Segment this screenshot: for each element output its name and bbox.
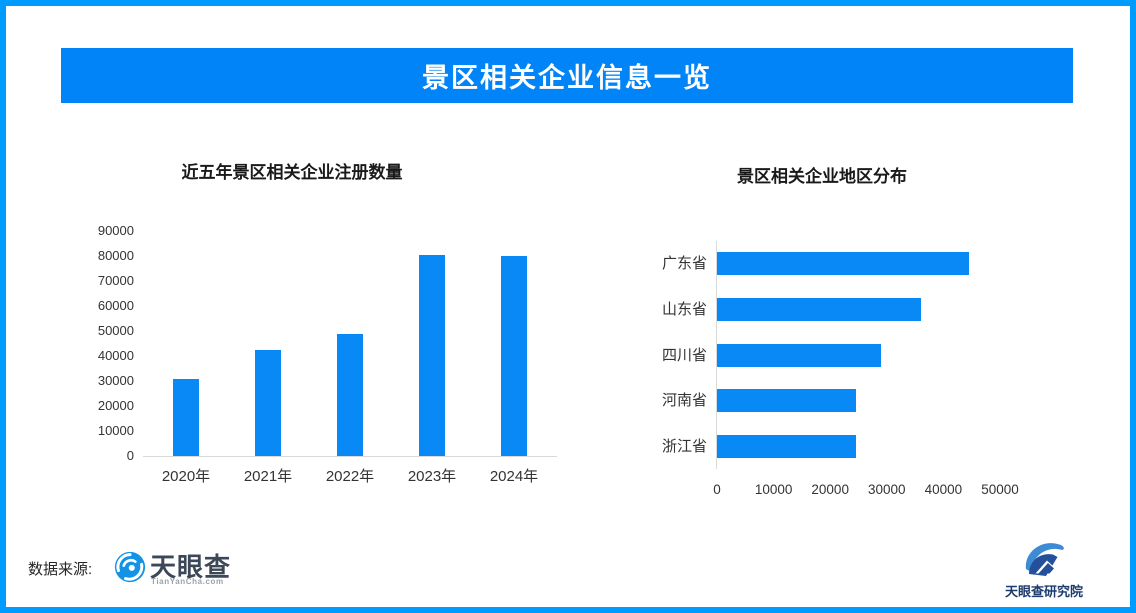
page-title: 景区相关企业信息一览 <box>422 63 712 93</box>
y-axis-line <box>716 241 717 469</box>
region-chart-title: 景区相关企业地区分布 <box>737 167 907 186</box>
y-category-label: 广东省 <box>661 255 707 273</box>
bar <box>717 297 921 321</box>
y-tick-label: 10000 <box>97 423 134 438</box>
y-tick-label: 50000 <box>97 323 134 338</box>
bar <box>717 252 969 276</box>
x-category-label: 2023年 <box>407 468 457 485</box>
x-tick-label: 10000 <box>754 482 793 497</box>
registration-chart-title: 近五年景区相关企业注册数量 <box>181 163 403 182</box>
bar <box>337 333 363 456</box>
tianyancha-logo-icon <box>114 551 146 583</box>
x-axis-line <box>143 456 557 457</box>
y-tick-label: 40000 <box>97 348 134 363</box>
y-category-label: 河南省 <box>661 392 707 410</box>
x-category-label: 2024年 <box>489 468 539 485</box>
y-tick-label: 90000 <box>97 223 134 238</box>
bar <box>717 389 856 413</box>
y-category-label: 山东省 <box>661 300 707 318</box>
bar <box>255 349 281 456</box>
y-category-label: 浙江省 <box>661 437 707 455</box>
tianyancha-brand-text: 天眼查 <box>150 552 232 582</box>
tianyancha-brand-url: TianYanCha.com <box>151 577 224 586</box>
x-category-label: 2021年 <box>243 468 293 485</box>
y-category-label: 四川省 <box>661 346 707 364</box>
y-tick-label: 80000 <box>97 248 134 263</box>
bar <box>173 378 199 456</box>
data-source-label: 数据来源: <box>28 561 93 578</box>
bar <box>717 434 856 458</box>
y-tick-label: 60000 <box>97 298 134 313</box>
x-tick-label: 0 <box>713 482 721 497</box>
x-tick-label: 30000 <box>868 482 906 497</box>
bar <box>717 343 882 367</box>
x-tick-label: 40000 <box>924 482 963 497</box>
x-tick-label: 50000 <box>981 482 1019 497</box>
y-tick-label: 0 <box>126 448 134 463</box>
research-institute-label: 天眼查研究院 <box>1004 584 1083 599</box>
bar <box>419 254 445 456</box>
y-tick-label: 30000 <box>97 373 134 388</box>
y-tick-label: 70000 <box>97 273 134 288</box>
title-banner: 景区相关企业信息一览 <box>61 48 1073 103</box>
y-tick-label: 20000 <box>97 398 134 413</box>
bar <box>501 256 527 456</box>
x-category-label: 2020年 <box>161 468 211 485</box>
x-category-label: 2022年 <box>325 468 375 485</box>
research-institute-logo-icon <box>1025 543 1064 576</box>
x-tick-label: 20000 <box>811 482 849 497</box>
